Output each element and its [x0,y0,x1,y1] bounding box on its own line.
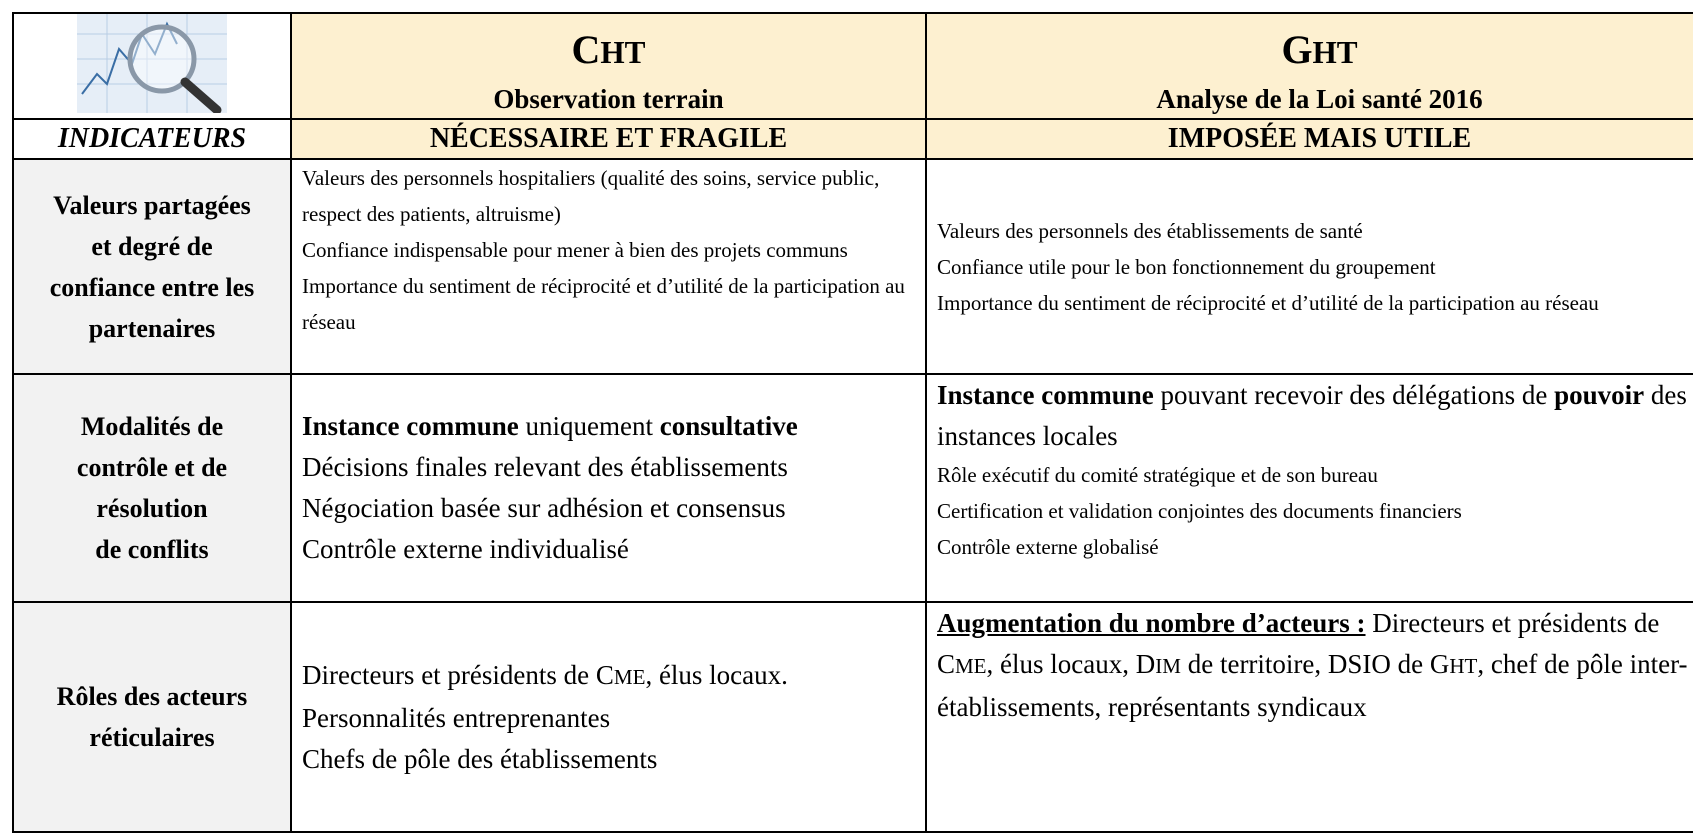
table-row: Valeurs partagées et degré de confiance en… [12,158,1693,375]
content-cell: Valeurs des personnels des établissement… [925,158,1693,375]
paragraph: Contrôle externe individualisé [302,529,915,570]
text-run: des instances locales [937,380,1693,451]
text-run: GHT [1429,649,1478,679]
paragraph: Instance commune pouvant recevoir des dé… [937,375,1693,457]
text-run: DIM [1135,649,1181,679]
text-run: Certification et validation conjointes d… [937,499,1462,523]
text-run: pouvant recevoir des délégations de [1153,380,1555,410]
column-subtitle: Analyse de la Loi santé 2016 [1156,83,1483,114]
paragraph: Importance du sentiment de réciprocité e… [937,285,1693,321]
text-run: Contrôle externe individualisé [302,534,629,564]
text-run: consultative [659,411,798,441]
text-run: CME [595,659,646,690]
comparison-table: CHT Observation terrain GHT Analyse de la … [12,12,1693,833]
text-run: Instance commune [302,411,519,441]
content-cell: Instance commune pouvant recevoir des dé… [925,373,1693,603]
row-label-line: et degré de [91,231,213,261]
text-run: Directeurs et présidents de [302,659,596,690]
row-label-cell: Modalités de contrôle et de résolution de c… [12,373,292,603]
text-run: Contrôle externe globalisé [937,535,1159,559]
paragraph: Négociation basée sur adhésion et consen… [302,488,915,529]
row-label-line: Valeurs partagées [53,190,251,220]
paragraph: Décisions finales relevant des établisse… [302,447,915,488]
text-run: Chefs de pôle des établissements [302,743,658,774]
row-label-line: confiance entre les [49,272,255,302]
text-run: Confiance utile pour le bon fonctionneme… [937,254,1436,279]
text-run: Confiance indispensable pour mener à bie… [302,238,848,262]
text-run: Rôle exécutif du comité stratégique et d… [937,463,1378,487]
text-run: Négociation basée sur adhésion et consen… [302,493,786,523]
column-title: GHT [937,17,1693,82]
indicators-label: INDICATEURS [12,118,292,160]
row-label-line: Modalités de [80,412,224,441]
row-label-line: contrôle et de [76,453,228,482]
text-run: , élus locaux. [645,659,788,690]
row-label-line: partenaires [88,313,216,343]
paragraph: Chefs de pôle des établissements [302,739,915,780]
table-row: Rôles des acteurs réticulaires Directeurs … [12,601,1693,833]
text-run: Valeurs des personnels des établissement… [937,218,1363,243]
paragraph: Directeurs et présidents de CME, élus lo… [302,655,915,698]
header-cell: GHT Analyse de la Loi santé 2016 [925,12,1693,120]
column-subtitle: Observation terrain [493,83,724,114]
logo-image [77,14,227,115]
text-run: Directeurs et présidents de [1365,608,1667,638]
title-text: CHT [571,26,646,72]
row-label-cell: Rôles des acteurs réticulaires [12,601,292,833]
text-run: Importance du sentiment de réciprocité e… [937,290,1599,315]
column-title: CHT [302,17,915,82]
text-run: Augmentation du nombre d’acteurs : [937,608,1366,638]
paragraph: Confiance indispensable pour mener à bie… [302,232,915,268]
paragraph: Rôle exécutif du comité stratégique et d… [937,457,1693,493]
text-run: Valeurs des personnels hospitaliers (qua… [302,166,885,226]
text-run: Décisions finales relevant des établisse… [302,452,788,482]
paragraph: Augmentation du nombre d’acteurs : Direc… [937,603,1693,728]
paragraph: Contrôle externe globalisé [937,529,1693,565]
text-run: de territoire, DSIO de [1180,649,1430,679]
paragraph: Certification et validation conjointes d… [937,493,1693,529]
indicator-heading: NÉCESSAIRE ET FRAGILE [290,118,927,160]
text-run: pouvoir [1554,380,1645,410]
content-cell: Augmentation du nombre d’acteurs : Direc… [925,601,1693,833]
text-run: CME [937,649,987,679]
indicator-heading: IMPOSÉE MAIS UTILE [925,118,1693,160]
header-cell: CHT Observation terrain [290,12,927,120]
row-label-line: réticulaires [89,723,215,752]
row-label-line: résolution [96,494,208,523]
text-run: Personnalités entreprenantes [302,702,611,733]
content-cell: Valeurs des personnels hospitaliers (qua… [290,158,927,375]
row-label-cell: Valeurs partagées et degré de confiance en… [12,158,292,375]
paragraph: Importance du sentiment de réciprocité e… [302,268,915,340]
logo-cell [12,12,292,120]
text-run: Importance du sentiment de réciprocité e… [302,274,911,334]
title-text: GHT [1281,26,1358,72]
paragraph: Personnalités entreprenantes [302,698,915,739]
text-run: , chef de pôle inter-établissements, rep… [937,649,1688,722]
content-cell: Instance commune uniquement consultative… [290,373,927,603]
text-run: Instance commune [937,380,1154,410]
paragraph: Confiance utile pour le bon fonctionneme… [937,249,1693,285]
paragraph: Valeurs des personnels hospitaliers (qua… [302,160,915,232]
text-run: uniquement [518,411,660,441]
table-row: Modalités de contrôle et de résolution de c… [12,373,1693,603]
row-label-line: de conflits [95,535,209,564]
content-cell: Directeurs et présidents de CME, élus lo… [290,601,927,833]
text-run: , élus locaux, [986,649,1136,679]
paragraph: Instance commune uniquement consultative [302,406,915,447]
row-label-line: Rôles des acteurs [56,682,248,711]
paragraph: Valeurs des personnels des établissement… [937,213,1693,249]
